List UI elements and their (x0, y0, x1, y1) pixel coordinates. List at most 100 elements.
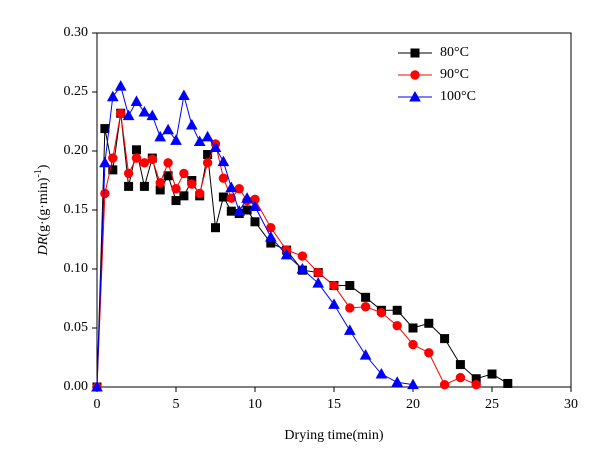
marker (226, 206, 236, 216)
marker (408, 339, 418, 350)
marker (130, 95, 143, 106)
y-label-part: DR (36, 236, 51, 256)
marker (503, 378, 513, 388)
marker (100, 188, 110, 199)
marker (155, 178, 165, 188)
x-tick-label: 15 (327, 397, 341, 412)
marker (409, 90, 421, 102)
x-tick-label: 20 (406, 397, 420, 412)
marker (162, 123, 174, 135)
legend-label: 80°C (440, 45, 469, 60)
marker (218, 192, 228, 202)
marker (195, 188, 205, 199)
marker (343, 324, 356, 335)
x-tick-label: 10 (248, 397, 262, 412)
marker (410, 48, 420, 58)
marker (439, 379, 450, 390)
marker (106, 90, 119, 102)
marker (171, 184, 181, 194)
marker (114, 80, 127, 91)
marker (391, 376, 404, 387)
marker (108, 153, 118, 163)
marker (138, 106, 151, 117)
marker (170, 134, 182, 145)
marker (131, 153, 142, 163)
marker (211, 223, 220, 233)
marker (471, 379, 481, 390)
marker (424, 348, 434, 358)
marker (375, 367, 388, 379)
marker (201, 130, 214, 142)
y-tick-label: 0.25 (64, 84, 89, 99)
marker (297, 251, 308, 261)
marker (163, 158, 173, 168)
marker (179, 168, 189, 179)
x-tick-label: 0 (94, 397, 101, 412)
marker (124, 181, 134, 191)
marker (250, 217, 260, 227)
marker (217, 155, 230, 167)
marker (407, 378, 419, 390)
legend-label: 90°C (440, 67, 469, 82)
legend-label: 100°C (440, 89, 476, 104)
marker (440, 334, 450, 344)
y-axis-label: DR(g·(g·min)-1) (33, 164, 51, 256)
marker (139, 181, 149, 191)
marker (296, 262, 309, 274)
marker (171, 196, 181, 206)
marker (360, 302, 371, 312)
marker (108, 165, 118, 175)
marker (345, 303, 355, 313)
marker (154, 130, 167, 142)
y-label-part: (g·(g·min) (36, 177, 51, 236)
marker (408, 323, 418, 333)
marker (376, 307, 387, 318)
marker (328, 298, 340, 309)
marker (424, 318, 434, 328)
x-tick-label: 5 (173, 397, 180, 412)
marker (410, 70, 420, 80)
marker (185, 119, 198, 130)
marker (345, 281, 355, 291)
marker (146, 109, 159, 121)
x-axis-label: Drying time(min) (284, 428, 383, 443)
marker (209, 141, 222, 152)
marker (313, 267, 323, 278)
x-tick-label: 25 (485, 397, 499, 412)
marker (392, 305, 402, 315)
marker (218, 173, 229, 183)
y-tick-label: 0.15 (64, 202, 89, 217)
y-tick-label: 0.10 (64, 261, 89, 276)
marker (225, 181, 238, 193)
marker (202, 158, 213, 168)
marker (132, 145, 141, 155)
plot-frame (96, 32, 572, 388)
marker (116, 108, 126, 118)
x-tick-label: 30 (564, 397, 578, 412)
marker (361, 292, 371, 302)
marker (179, 191, 189, 201)
marker (264, 231, 277, 242)
y-tick-label: 0.20 (64, 143, 89, 158)
marker (280, 248, 293, 260)
marker (178, 89, 190, 101)
marker (455, 372, 466, 383)
marker (392, 320, 402, 331)
marker (233, 205, 246, 216)
y-tick-label: 0.00 (64, 379, 89, 394)
marker (329, 280, 339, 291)
marker (91, 380, 103, 392)
marker (487, 369, 497, 379)
series-line (96, 84, 414, 388)
marker (139, 158, 150, 168)
series-line (96, 113, 509, 388)
marker (100, 124, 110, 134)
marker (359, 349, 372, 360)
y-tick-label: 0.05 (64, 320, 89, 335)
marker (455, 360, 465, 370)
y-tick-label: 0.30 (64, 25, 89, 40)
marker (312, 277, 325, 288)
marker (187, 179, 197, 189)
marker (147, 154, 158, 164)
